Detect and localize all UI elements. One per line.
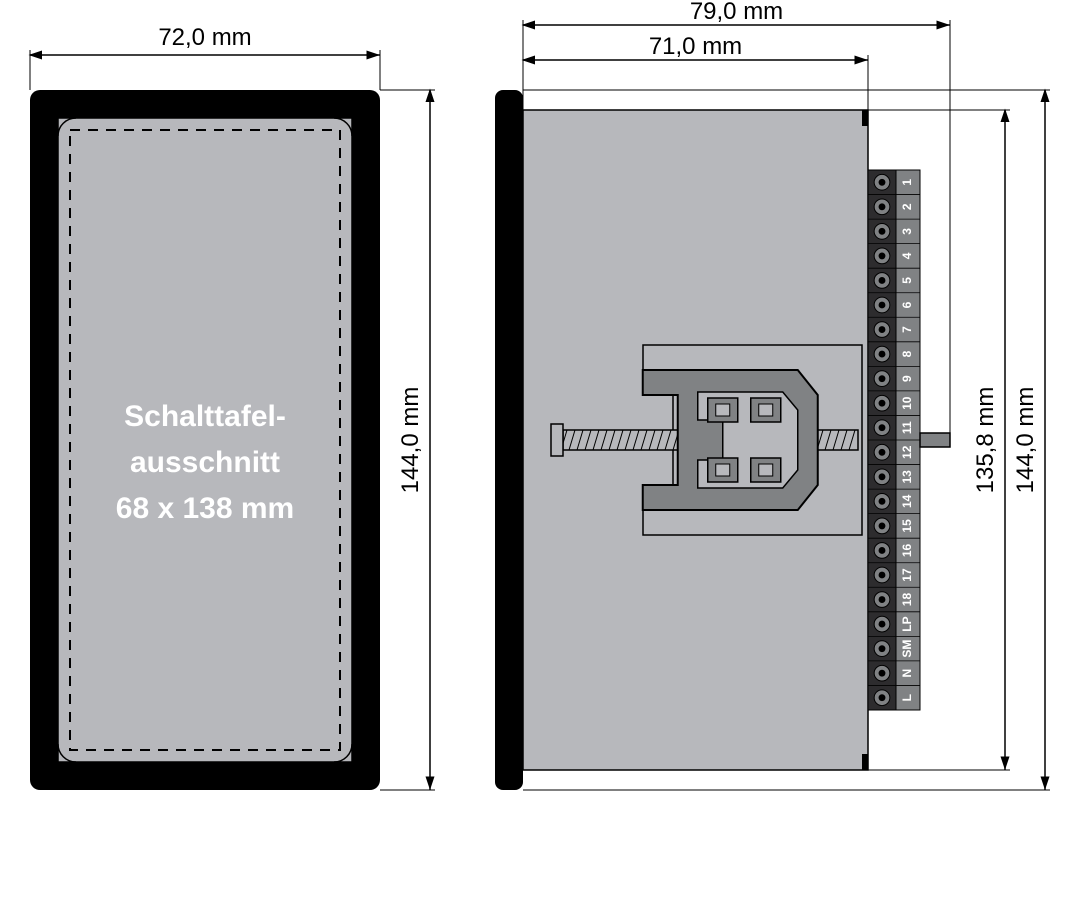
svg-text:11: 11 bbox=[900, 421, 914, 434]
svg-text:79,0 mm: 79,0 mm bbox=[690, 0, 783, 25]
svg-text:135,8 mm: 135,8 mm bbox=[972, 387, 999, 494]
svg-text:ausschnitt: ausschnitt bbox=[130, 446, 280, 479]
svg-text:9: 9 bbox=[900, 375, 914, 382]
svg-text:4: 4 bbox=[900, 252, 914, 259]
svg-text:15: 15 bbox=[900, 519, 914, 533]
svg-text:LP: LP bbox=[900, 616, 914, 631]
svg-text:14: 14 bbox=[900, 494, 914, 508]
svg-text:144,0 mm: 144,0 mm bbox=[1012, 387, 1039, 494]
svg-text:13: 13 bbox=[900, 470, 914, 484]
svg-text:71,0 mm: 71,0 mm bbox=[649, 33, 742, 60]
svg-text:17: 17 bbox=[900, 568, 914, 582]
svg-text:68 x 138 mm: 68 x 138 mm bbox=[116, 492, 294, 525]
svg-text:2: 2 bbox=[900, 203, 914, 210]
svg-text:1: 1 bbox=[900, 179, 914, 186]
svg-text:12: 12 bbox=[900, 445, 914, 459]
svg-text:L: L bbox=[900, 694, 914, 701]
svg-text:72,0 mm: 72,0 mm bbox=[158, 24, 251, 51]
svg-text:Schalttafel-: Schalttafel- bbox=[124, 400, 286, 433]
svg-text:10: 10 bbox=[900, 396, 914, 410]
svg-text:N: N bbox=[900, 669, 914, 678]
svg-text:SM: SM bbox=[900, 640, 914, 658]
svg-text:8: 8 bbox=[900, 350, 914, 357]
svg-text:3: 3 bbox=[900, 228, 914, 235]
svg-text:16: 16 bbox=[900, 543, 914, 557]
svg-text:5: 5 bbox=[900, 277, 914, 284]
svg-text:7: 7 bbox=[900, 326, 914, 333]
svg-text:144,0 mm: 144,0 mm bbox=[397, 387, 424, 494]
svg-text:6: 6 bbox=[900, 301, 914, 308]
svg-text:18: 18 bbox=[900, 593, 914, 607]
